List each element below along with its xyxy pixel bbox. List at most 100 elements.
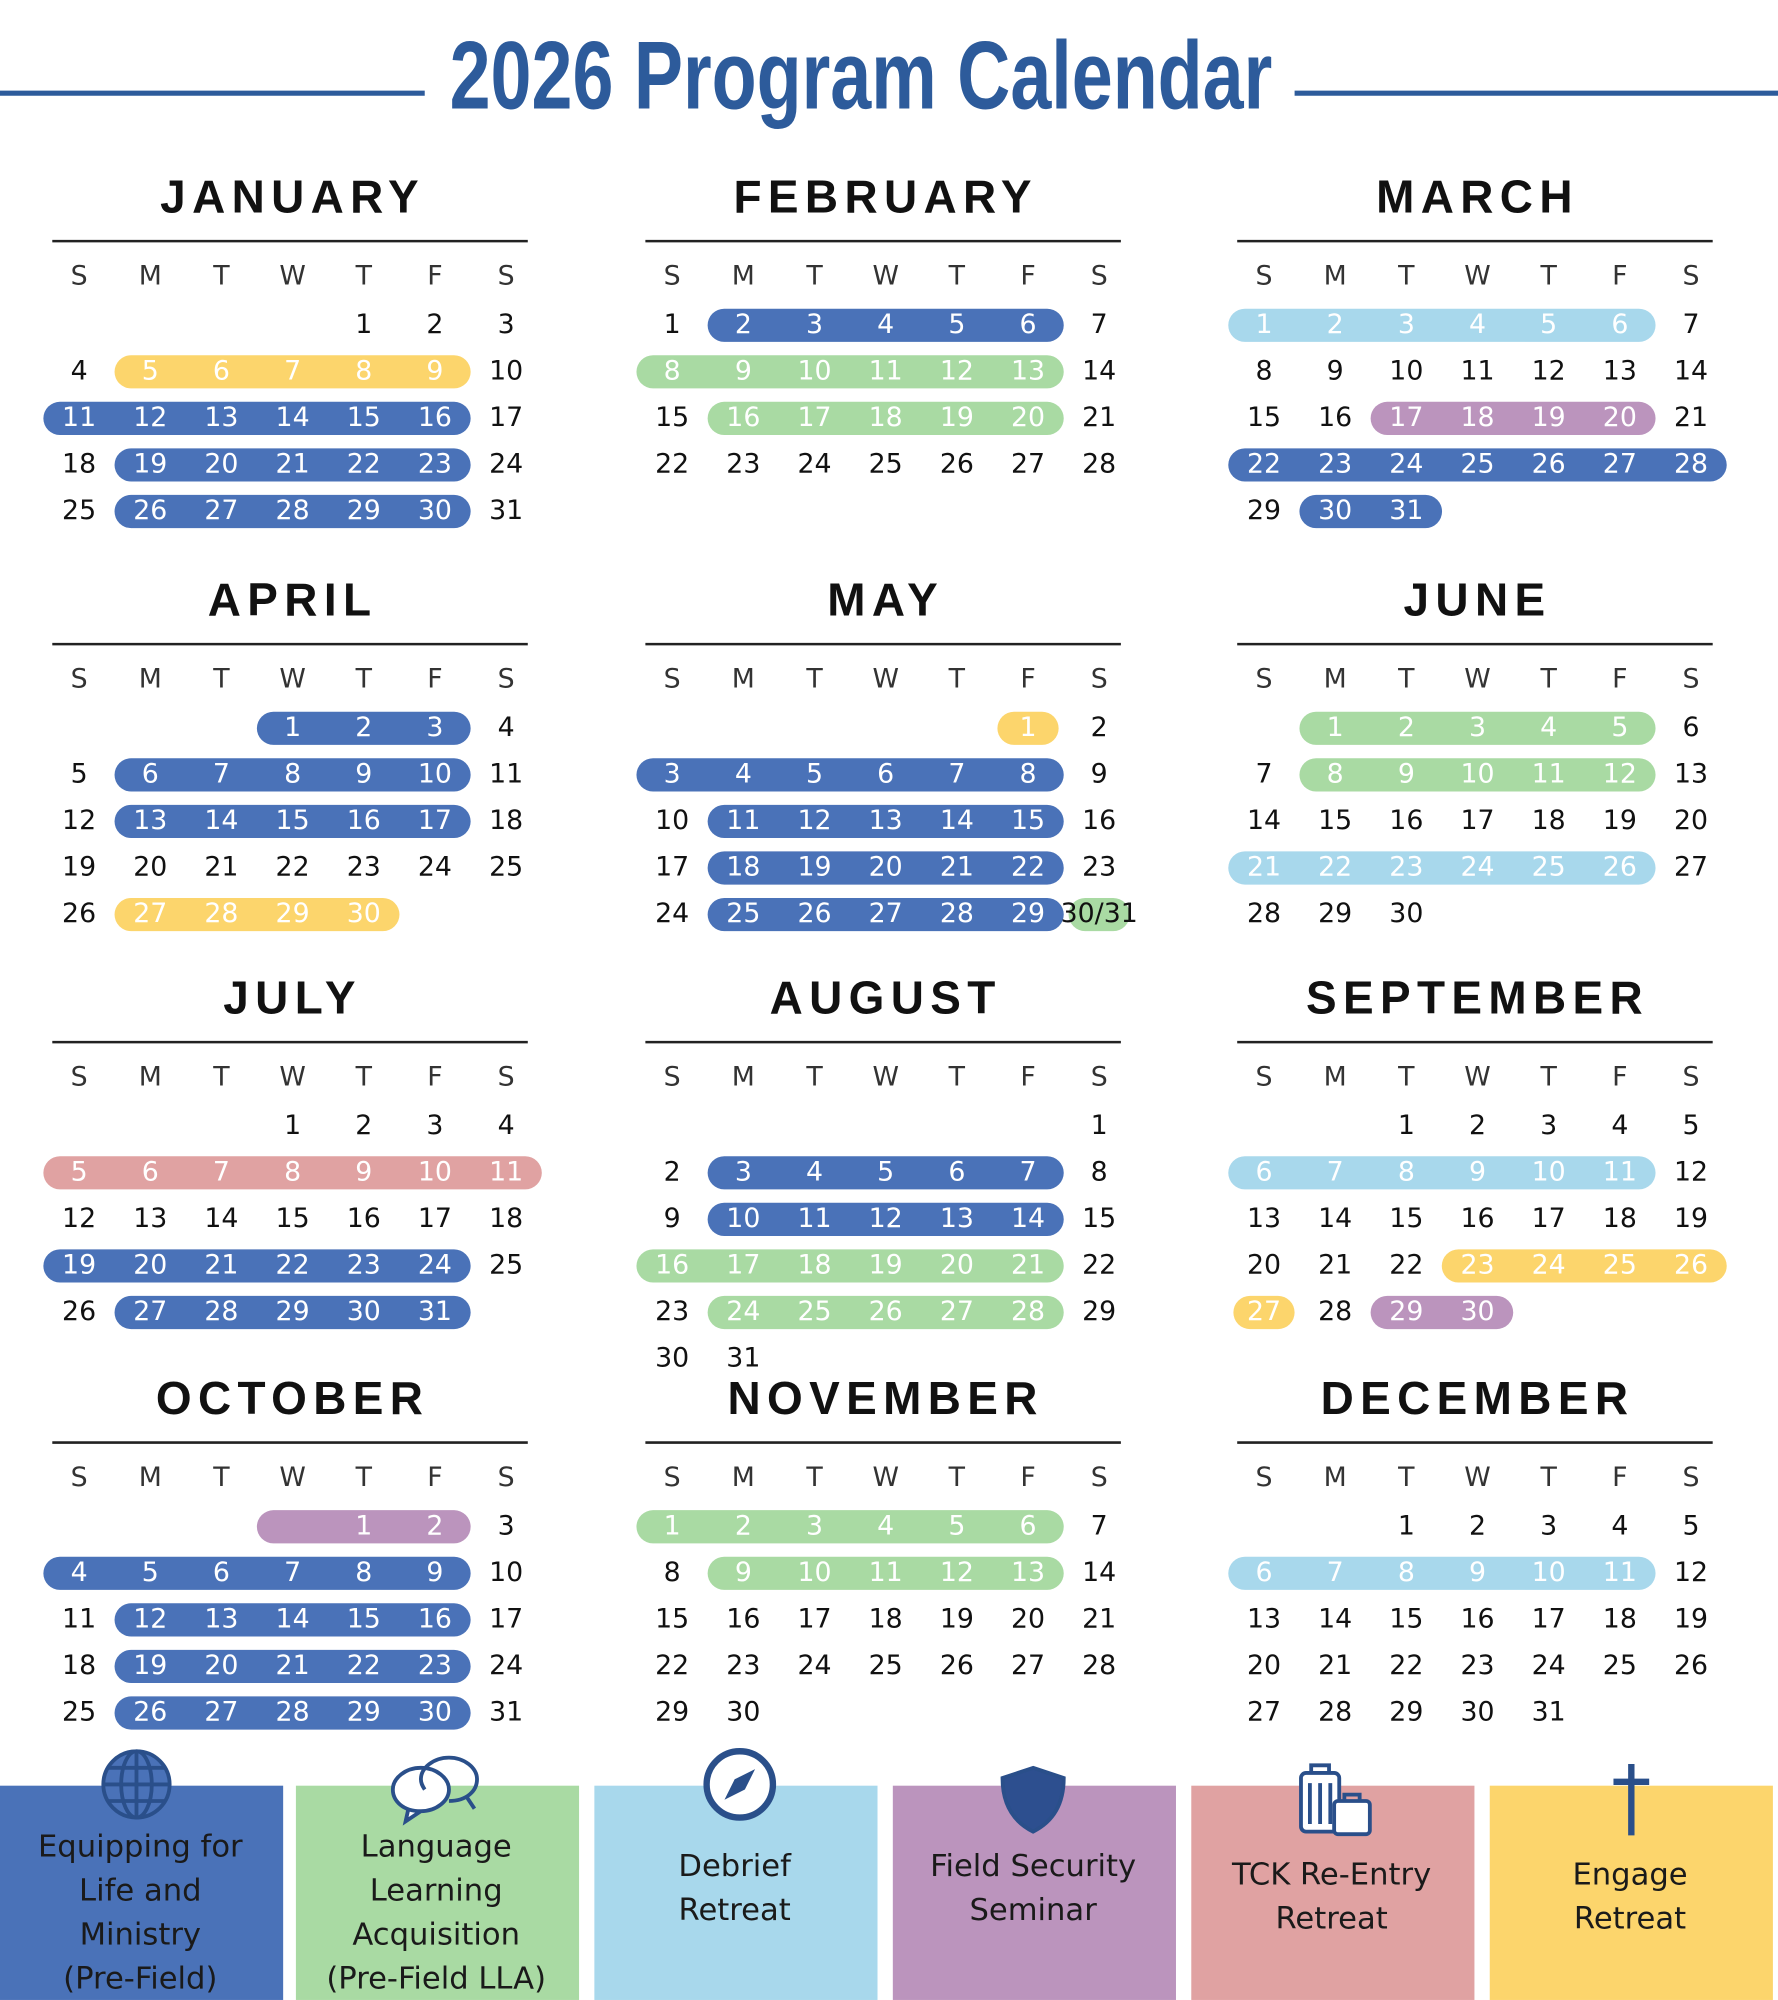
day: 8 [1398, 1156, 1415, 1187]
day: 1 [1398, 1110, 1415, 1141]
weekday: T [355, 663, 373, 694]
day: 4 [1540, 712, 1557, 743]
icon-part [1342, 1792, 1362, 1801]
day: 14 [276, 402, 310, 433]
program-band [43, 1156, 542, 1190]
day: 5 [948, 309, 965, 340]
weekday: F [1612, 1462, 1627, 1493]
weekday: T [805, 260, 823, 291]
weekday: W [872, 1061, 898, 1092]
day: 8 [1398, 1557, 1415, 1588]
program-band [1370, 1295, 1514, 1330]
day: 25 [62, 1696, 96, 1727]
day: 17 [1532, 1203, 1566, 1234]
day: 19 [133, 1650, 167, 1681]
day: 16 [1460, 1603, 1494, 1634]
day: 3 [426, 1110, 443, 1141]
day: 31 [1389, 495, 1423, 526]
program-band [114, 1295, 471, 1330]
day: 27 [1011, 1650, 1045, 1681]
day: 3 [1398, 309, 1415, 340]
day: 1 [1020, 712, 1037, 743]
legend-box [0, 1785, 284, 2000]
day: 19 [1603, 805, 1637, 836]
day: 23 [1460, 1249, 1494, 1280]
day: 2 [1469, 1110, 1486, 1141]
program-band [1228, 448, 1727, 482]
program-band [997, 711, 1059, 745]
weekday: W [279, 1061, 305, 1092]
day: 20 [940, 1249, 974, 1280]
day: 6 [213, 355, 230, 386]
day: 22 [1082, 1249, 1116, 1280]
legend-label: Engage [1572, 1858, 1687, 1893]
legend-label: Debrief [678, 1849, 792, 1884]
day: 11 [1460, 355, 1494, 386]
day: 6 [1020, 309, 1037, 340]
day: 4 [498, 1110, 515, 1141]
day: 17 [655, 851, 689, 882]
weekday: W [1464, 663, 1490, 694]
day: 9 [1398, 758, 1415, 789]
weekday: F [1020, 663, 1035, 694]
day: 16 [418, 402, 452, 433]
weekday: T [948, 1061, 966, 1092]
day: 5 [806, 758, 823, 789]
day: 11 [869, 355, 903, 386]
weekday: S [498, 1462, 515, 1493]
day: 13 [133, 1203, 167, 1234]
day: 26 [1532, 448, 1566, 479]
day: 18 [62, 1650, 96, 1681]
day: 25 [869, 1650, 903, 1681]
day: 18 [489, 805, 523, 836]
day: 22 [1389, 1650, 1423, 1681]
program-band [1228, 1556, 1656, 1590]
day: 18 [869, 1603, 903, 1634]
day: 2 [355, 712, 372, 743]
legend-label: Seminar [969, 1893, 1097, 1928]
day: 10 [726, 1203, 760, 1234]
day: 1 [284, 712, 301, 743]
day: 19 [869, 1249, 903, 1280]
day: 4 [877, 309, 894, 340]
day: 8 [1255, 355, 1272, 386]
day: 9 [355, 758, 372, 789]
month-name: DECEMBER [1321, 1372, 1635, 1424]
day: 30 [726, 1696, 760, 1727]
day: 12 [62, 1203, 96, 1234]
day: 15 [347, 402, 381, 433]
day: 31 [1532, 1696, 1566, 1727]
day: 26 [62, 898, 96, 929]
program-band [707, 1202, 1064, 1236]
day: 28 [1011, 1296, 1045, 1327]
day: 21 [1011, 1249, 1045, 1280]
day: 7 [284, 1557, 301, 1588]
day: 8 [284, 1156, 301, 1187]
icon-part [1332, 1799, 1372, 1837]
program-band [707, 401, 1064, 435]
day: 4 [498, 712, 515, 743]
weekday: T [948, 260, 966, 291]
day: 29 [1247, 495, 1281, 526]
day: 29 [347, 1696, 381, 1727]
program-band [1228, 308, 1656, 342]
legend-label: Language [361, 1830, 512, 1865]
day: 12 [1674, 1557, 1708, 1588]
day: 9 [664, 1203, 681, 1234]
program-band [114, 1696, 471, 1730]
program-band [114, 758, 471, 792]
program-band [707, 1295, 1064, 1330]
weekday: M [139, 1061, 162, 1092]
day: 16 [418, 1603, 452, 1634]
program-band [636, 1249, 1064, 1283]
day: 23 [418, 1650, 452, 1681]
day: 23 [1389, 851, 1423, 882]
day: 28 [1082, 448, 1116, 479]
day: 2 [1398, 712, 1415, 743]
day: 8 [664, 1557, 681, 1588]
weekday: W [1464, 260, 1490, 291]
day: 4 [1469, 309, 1486, 340]
legend-label: (Pre-Field) [63, 1962, 217, 1997]
weekday: M [732, 663, 755, 694]
day: 14 [1247, 805, 1281, 836]
